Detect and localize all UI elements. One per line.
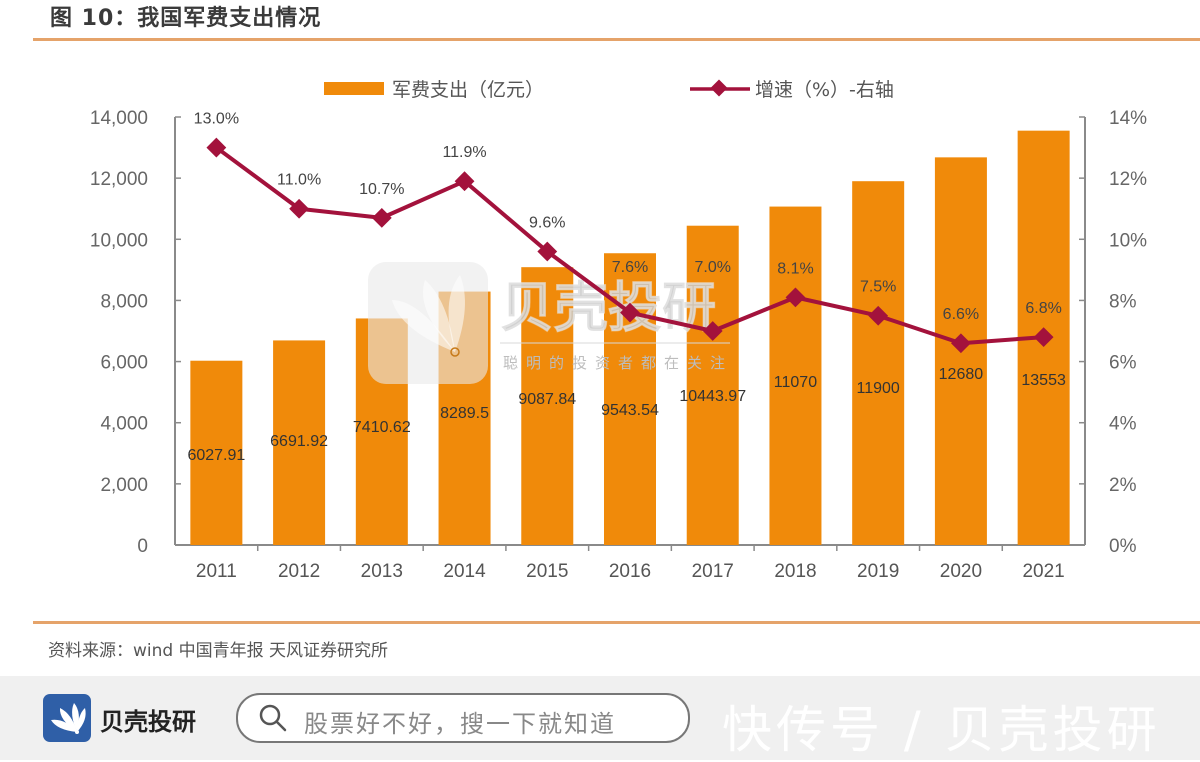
x-tick-label: 2019 <box>857 561 899 582</box>
right-tick-label: 12% <box>1109 169 1147 190</box>
bar-2011 <box>190 360 243 545</box>
x-tick-label: 2012 <box>278 561 320 582</box>
left-tick-label: 10,000 <box>90 230 148 251</box>
right-tick-label: 0% <box>1109 536 1137 557</box>
bar-2015 <box>521 267 574 545</box>
growth-value-label: 13.0% <box>194 111 239 128</box>
growth-marker-2017 <box>702 321 723 341</box>
watermark: 贝壳投研 聪明的投资者都在关注 <box>368 262 733 384</box>
x-tick-label: 2011 <box>196 561 237 582</box>
bar-value-label: 10443.97 <box>679 388 746 405</box>
growth-marker-2019 <box>868 305 889 326</box>
growth-value-label: 10.7% <box>359 181 404 198</box>
bar-labels: 6027.91 6691.92 7410.62 8289.5 9087.84 9543.5… <box>187 366 1066 464</box>
growth-labels: 13.0% 11.0% 10.7% 11.9% 9.6% 7.6% 7.0% 8.1% 7.5%… <box>194 111 1062 324</box>
growth-marker-2018 <box>785 287 806 308</box>
left-tick-label: 4,000 <box>100 414 148 435</box>
x-tick-label: 2018 <box>774 561 816 582</box>
bar-2018 <box>769 206 822 545</box>
growth-value-label: 7.0% <box>694 259 730 276</box>
source-divider <box>33 621 1200 624</box>
bar-value-label: 13553 <box>1021 372 1066 389</box>
bar-value-label: 11070 <box>774 374 817 391</box>
growth-marker-2013 <box>371 207 392 228</box>
x-tick-label: 2017 <box>692 561 734 582</box>
growth-value-label: 8.1% <box>777 260 813 277</box>
left-tick-label: 14,000 <box>90 108 148 129</box>
source-note: 资料来源：wind 中国青年报 天风证券研究所 <box>48 641 388 661</box>
right-tick-label: 4% <box>1109 414 1137 435</box>
bar-2019 <box>852 181 905 545</box>
brand-name[interactable]: 贝壳投研 <box>100 708 196 736</box>
right-tick-label: 10% <box>1109 230 1147 251</box>
bar-2017 <box>686 225 739 545</box>
bar-value-label: 6691.92 <box>270 433 328 450</box>
growth-value-label: 11.0% <box>277 172 321 189</box>
growth-value-label: 6.6% <box>943 306 979 323</box>
growth-value-label: 7.6% <box>612 259 648 276</box>
figure-title: 图 10：我国军费支出情况 <box>50 6 322 31</box>
growth-marker-2011 <box>206 137 227 158</box>
legend-bar-label: 军费支出（亿元） <box>392 79 544 101</box>
bar-value-label: 8289.5 <box>440 405 489 422</box>
x-tick-label: 2020 <box>940 561 982 582</box>
search-input[interactable]: 股票好不好，搜一下就知道 <box>236 693 690 743</box>
left-tick-label: 12,000 <box>90 169 148 190</box>
left-tick-label: 0 <box>137 536 148 557</box>
growth-value-label: 6.8% <box>1025 300 1061 317</box>
x-tick-label: 2016 <box>609 561 651 582</box>
left-tick-label: 8,000 <box>100 291 148 312</box>
axes: 0 2,000 4,000 6,000 8,000 10,000 12,000 14,000 0… <box>90 108 1147 557</box>
bar-value-label: 9087.84 <box>518 391 576 408</box>
x-tick-label: 2013 <box>361 561 403 582</box>
watermark-brand: 贝壳投研 <box>500 276 716 339</box>
bar-value-label: 12680 <box>939 366 984 383</box>
right-tick-label: 8% <box>1109 291 1137 312</box>
legend-line-label: 增速（%）-右轴 <box>755 79 894 101</box>
growth-marker-2020 <box>951 333 971 354</box>
legend: 军费支出（亿元） 增速（%）-右轴 <box>324 79 894 101</box>
growth-value-label: 11.9% <box>442 144 486 161</box>
growth-value-label: 7.5% <box>860 279 896 296</box>
bar-value-label: 7410.62 <box>353 419 411 436</box>
bar-value-label: 11900 <box>857 380 900 397</box>
right-tick-label: 2% <box>1109 475 1137 496</box>
footer-bar: 贝壳投研 股票好不好，搜一下就知道 快传号 / 贝壳投研 <box>0 676 1200 760</box>
growth-marker-2014 <box>454 171 475 192</box>
bar-value-label: 9543.54 <box>601 402 659 419</box>
military-spending-chart: 0 2,000 4,000 6,000 8,000 10,000 12,000 14,000 0… <box>90 79 1147 582</box>
left-tick-label: 2,000 <box>100 475 148 496</box>
bars <box>190 130 1070 545</box>
right-tick-label: 14% <box>1109 108 1147 129</box>
x-tick-label: 2014 <box>443 561 486 582</box>
legend-diamond-marker <box>710 79 728 97</box>
growth-marker-2012 <box>289 198 309 219</box>
legend-bar-swatch <box>324 82 384 95</box>
bar-2012 <box>273 340 326 545</box>
growth-marker-2016 <box>620 302 640 323</box>
x-tick-label: 2021 <box>1022 561 1064 582</box>
left-tick-label: 6,000 <box>100 353 148 374</box>
bar-value-label: 6027.91 <box>187 447 245 464</box>
growth-line <box>206 137 1054 354</box>
growth-value-label: 9.6% <box>529 215 565 232</box>
x-tick-label: 2015 <box>526 561 568 582</box>
growth-marker-2021 <box>1033 327 1054 348</box>
title-divider <box>33 38 1200 41</box>
right-tick-label: 6% <box>1109 353 1137 374</box>
search-icon <box>259 704 287 732</box>
x-axis-labels: 2011 2012 2013 2014 2015 2016 2017 2018 2019 2020… <box>196 561 1065 582</box>
shell-fan-icon[interactable] <box>43 694 91 742</box>
watermark-slogan: 聪明的投资者都在关注 <box>503 354 733 372</box>
search-placeholder: 股票好不好，搜一下就知道 <box>304 710 616 738</box>
channel-watermark: 快传号 / 贝壳投研 <box>722 701 1161 759</box>
